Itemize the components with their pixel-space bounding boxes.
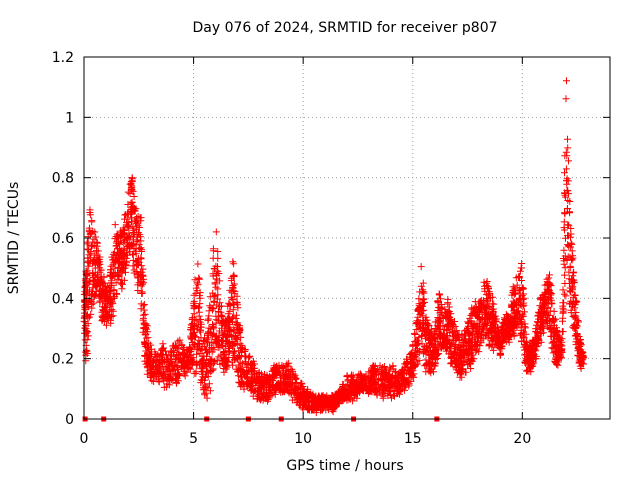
y-tick-label: 0.8 xyxy=(52,171,74,187)
y-axis-label: SRMTID / TECUs xyxy=(6,182,22,295)
x-axis-label: GPS time / hours xyxy=(286,458,403,474)
x-tick-label: 0 xyxy=(80,431,89,447)
y-tick-label: 0.4 xyxy=(52,291,74,307)
data-points xyxy=(80,77,588,417)
scatter-markers xyxy=(80,77,588,417)
y-tick-label: 0.6 xyxy=(52,231,74,247)
grid-lines xyxy=(84,57,610,419)
x-tick-label: 10 xyxy=(294,431,312,447)
y-tick-label: 0.2 xyxy=(52,352,74,368)
axis-ticks xyxy=(83,56,610,420)
y-tick-label: 1 xyxy=(65,110,74,126)
y-tick-label: 0 xyxy=(65,412,74,428)
y-tick-label: 1.2 xyxy=(52,50,74,66)
x-tick-label: 20 xyxy=(513,431,531,447)
x-tick-label: 15 xyxy=(404,431,422,447)
chart-title: Day 076 of 2024, SRMTID for receiver p80… xyxy=(192,20,497,36)
x-tick-label: 5 xyxy=(189,431,198,447)
y-tick-labels: 0 0.2 0.4 0.6 0.8 1 1.2 xyxy=(52,50,74,428)
x-tick-labels: 0 5 10 15 20 xyxy=(80,431,532,447)
